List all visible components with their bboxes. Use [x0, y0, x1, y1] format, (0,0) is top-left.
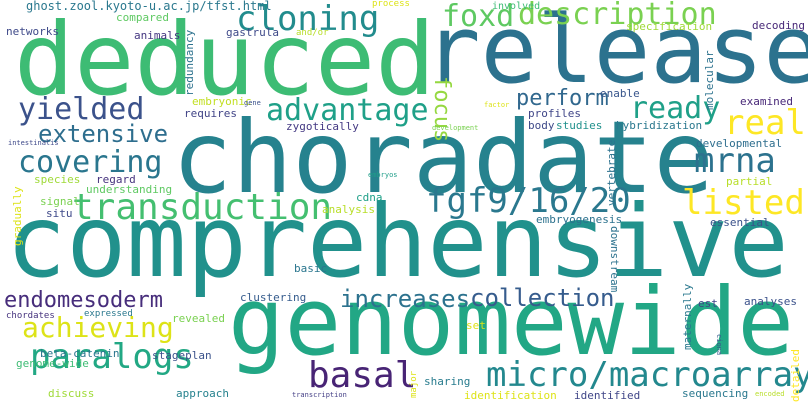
- word-body: body: [528, 119, 555, 132]
- word-achieving: achieving: [22, 311, 174, 344]
- word-downstream: downstream: [608, 226, 621, 293]
- word-signal: signal: [40, 195, 80, 208]
- word-factor: factor: [484, 101, 510, 109]
- word-cloning: cloning: [236, 0, 380, 39]
- word-transduction: transduction: [72, 187, 333, 228]
- word-set: set: [466, 319, 486, 332]
- word-genomewide: genomewide: [228, 268, 794, 377]
- word-zygotically: zygotically: [286, 120, 359, 133]
- word-increases: increases: [340, 285, 471, 313]
- word-focus: focus: [429, 76, 454, 143]
- word-gene: gene: [244, 99, 261, 107]
- word-development: development: [432, 124, 479, 132]
- word-ciona: ciona: [715, 334, 723, 356]
- word-perform: perform: [516, 86, 609, 111]
- word-redundancy: redundancy: [183, 29, 196, 96]
- word-approach: approach: [176, 387, 229, 400]
- word-hybridization: hybridization: [616, 119, 703, 132]
- word-developmental: developmental: [696, 137, 783, 150]
- word-foxd: foxd: [442, 0, 515, 34]
- word-maternally: maternally: [681, 283, 694, 350]
- word-comprehensive: comprehensive: [6, 183, 789, 300]
- word-choradate: choradate: [172, 99, 714, 216]
- word-compared: compared: [116, 11, 169, 24]
- word-mrna: mrna: [694, 141, 776, 181]
- word-genome-wide: genome-wide: [16, 357, 89, 370]
- word-real: real: [724, 103, 806, 143]
- word-chordates: chordates: [6, 311, 55, 321]
- word-deduced: deduced: [14, 1, 436, 118]
- word-ready: ready: [630, 91, 721, 126]
- word-sequencing: sequencing: [682, 387, 749, 400]
- word-situ: situ: [46, 207, 73, 220]
- word-basic: basic: [294, 262, 328, 275]
- word-extensive: extensive: [38, 120, 169, 148]
- word-enable: enable: [600, 87, 640, 100]
- word-encoded: encoded: [755, 390, 785, 398]
- word-species: species: [34, 173, 81, 186]
- word-essential: essential: [710, 216, 770, 229]
- word-intestinalis: intestinalis: [8, 139, 59, 147]
- word-description: description: [518, 0, 717, 32]
- word-animals: animals: [134, 29, 181, 42]
- word-molecular: molecular: [703, 50, 716, 110]
- word-involved: involved: [492, 1, 541, 12]
- word-partial: partial: [726, 175, 773, 188]
- word-revealed: revealed: [172, 312, 225, 325]
- word-covering: covering: [18, 145, 163, 180]
- word-profiles: profiles: [528, 107, 581, 120]
- word-analyses: analyses: [744, 295, 797, 308]
- word-est: est: [698, 297, 718, 310]
- word-vertebrate: vertebrate: [605, 139, 618, 206]
- word-identified: identified: [574, 389, 641, 402]
- word-micro-macroarray: micro/macroarray: [486, 355, 808, 395]
- word-basal: basal: [308, 355, 417, 396]
- word-advantage: advantage: [266, 93, 429, 128]
- word-paralogs: paralogs: [30, 337, 194, 377]
- word-collection: collection: [470, 284, 615, 312]
- word-beta-catenin: beta-catenin: [40, 347, 120, 360]
- word-identification: identification: [464, 389, 557, 402]
- word-embryos: embryos: [368, 171, 398, 179]
- word-listed: listed: [682, 183, 805, 223]
- word-regard: regard: [96, 173, 136, 186]
- word-networks: networks: [6, 25, 59, 38]
- word-major: major: [409, 370, 419, 398]
- word-release: release: [424, 0, 808, 105]
- word-fgf9-16-20: fgf9/16/20: [426, 181, 631, 221]
- word-embryonic: embryonic: [192, 95, 252, 108]
- word-gastrula: gastrula: [226, 26, 279, 39]
- word-url: ghost.zool.kyoto-u.ac.jp/tfst.html: [26, 0, 272, 13]
- word-sharing: sharing: [424, 375, 471, 388]
- word-decoding: decoding: [752, 19, 805, 32]
- word-specification: specification: [626, 20, 713, 33]
- word-requires: requires: [184, 107, 237, 120]
- word-studies: studies: [556, 119, 603, 132]
- word-endomesoderm: endomesoderm: [4, 288, 163, 313]
- word-gradually: gradually: [11, 186, 24, 246]
- word-clustering: clustering: [240, 291, 307, 304]
- word-transcription: transcription: [292, 391, 347, 399]
- word-stageplan: stageplan: [152, 349, 212, 362]
- word-expressed: expressed: [84, 309, 133, 319]
- word-understanding: understanding: [86, 183, 173, 196]
- word-analysis: analysis: [322, 203, 375, 216]
- word-examined: examined: [740, 95, 793, 108]
- word-and-or: and/or: [296, 28, 329, 38]
- word-embryogenesis: embryogenesis: [536, 213, 623, 226]
- word-process: process: [372, 0, 410, 9]
- word-cdna: cdna: [356, 191, 383, 204]
- word-yielded: yielded: [18, 92, 145, 127]
- word-discuss: discuss: [48, 387, 95, 400]
- word-detailed: detailed: [789, 349, 802, 402]
